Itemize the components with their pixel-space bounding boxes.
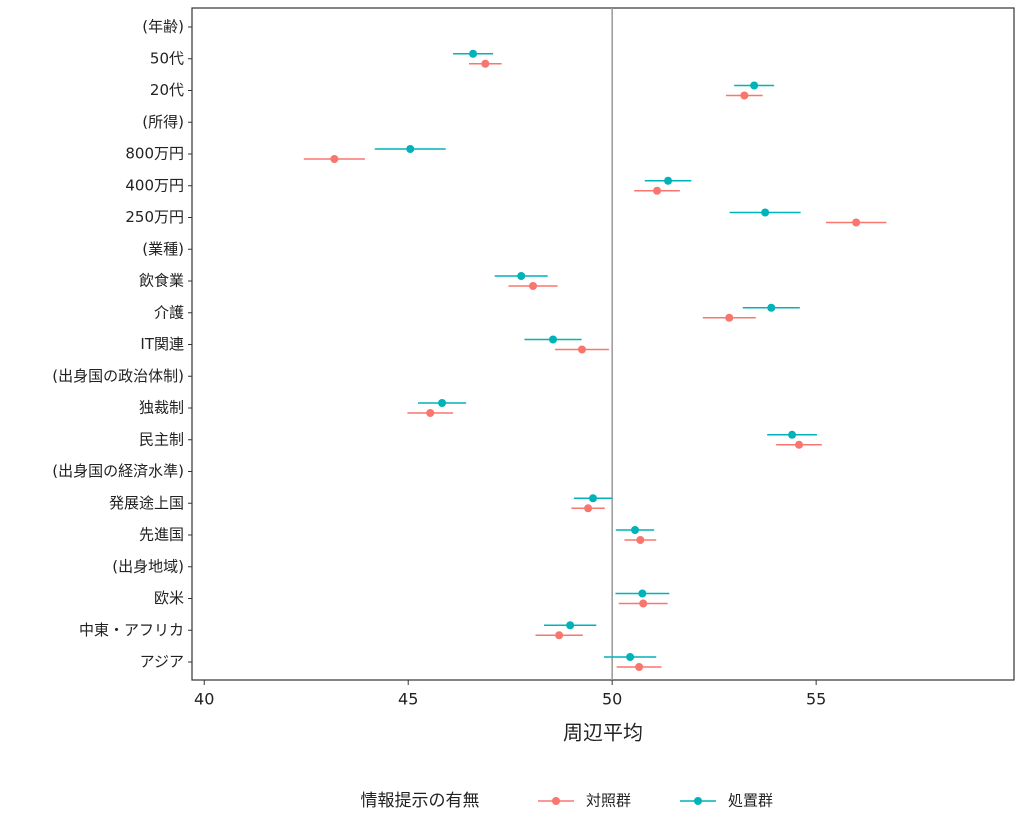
- y-tick-label: アジア: [140, 653, 184, 671]
- point: [653, 186, 662, 195]
- y-tick-label: 800万円: [125, 145, 184, 163]
- legend-key-dot: [694, 797, 702, 805]
- point: [761, 208, 770, 217]
- x-tick-label: 45: [398, 690, 418, 709]
- plot-frame: [191, 7, 1015, 681]
- y-tick-label: 50代: [150, 49, 184, 67]
- y-tick-label: (所得): [142, 113, 184, 131]
- point: [750, 81, 759, 90]
- y-tick-label: 介護: [154, 303, 184, 321]
- y-tick-label: 250万円: [125, 208, 184, 226]
- point: [795, 440, 804, 449]
- point: [555, 631, 564, 640]
- y-tick-label: 先進国: [139, 526, 184, 544]
- point: [635, 663, 644, 671]
- point: [426, 409, 435, 417]
- point: [788, 430, 797, 439]
- point: [529, 282, 538, 290]
- legend-label: 処置群: [728, 792, 773, 810]
- legend-title: 情報提示の有無: [361, 791, 480, 811]
- legend-key-dot: [552, 797, 560, 805]
- point: [631, 526, 640, 534]
- y-tick-label: 民主制: [139, 430, 184, 448]
- point: [469, 49, 478, 58]
- y-tick-label: 飲食業: [139, 272, 184, 290]
- point: [566, 621, 575, 630]
- y-tick-label: (業種): [142, 240, 184, 258]
- x-tick-label: 40: [194, 690, 214, 709]
- point: [584, 504, 593, 513]
- y-tick-label: (年齢): [142, 18, 184, 36]
- y-tick-label: 欧米: [154, 589, 184, 607]
- point: [639, 599, 648, 608]
- point: [740, 91, 749, 100]
- point: [638, 589, 647, 598]
- point: [852, 218, 861, 227]
- legend-label: 対照群: [586, 792, 631, 810]
- y-tick-label: 独裁制: [139, 399, 184, 417]
- point: [767, 303, 776, 312]
- point: [636, 536, 645, 544]
- point: [438, 399, 447, 407]
- point: [406, 145, 415, 153]
- point: [589, 494, 598, 503]
- point: [725, 313, 734, 322]
- y-tick-label: 20代: [150, 81, 184, 99]
- y-tick-label: (出身国の経済水準): [52, 462, 184, 480]
- x-tick-label: 55: [806, 690, 826, 709]
- y-tick-label: 400万円: [125, 176, 184, 194]
- point: [549, 335, 558, 344]
- x-tick-label: 50: [602, 690, 622, 709]
- y-tick-label: (出身地域): [112, 557, 184, 575]
- y-tick-label: (出身国の政治体制): [52, 367, 184, 385]
- x-axis-label: 周辺平均: [563, 721, 643, 745]
- point: [330, 155, 339, 163]
- y-tick-label: 発展途上国: [109, 494, 184, 512]
- y-tick-label: 中東・アフリカ: [79, 621, 184, 639]
- point: [626, 653, 635, 661]
- point: [664, 176, 673, 185]
- point: [481, 59, 490, 68]
- point: [517, 272, 526, 280]
- y-tick-label: IT関連: [140, 335, 184, 353]
- point: [577, 345, 586, 354]
